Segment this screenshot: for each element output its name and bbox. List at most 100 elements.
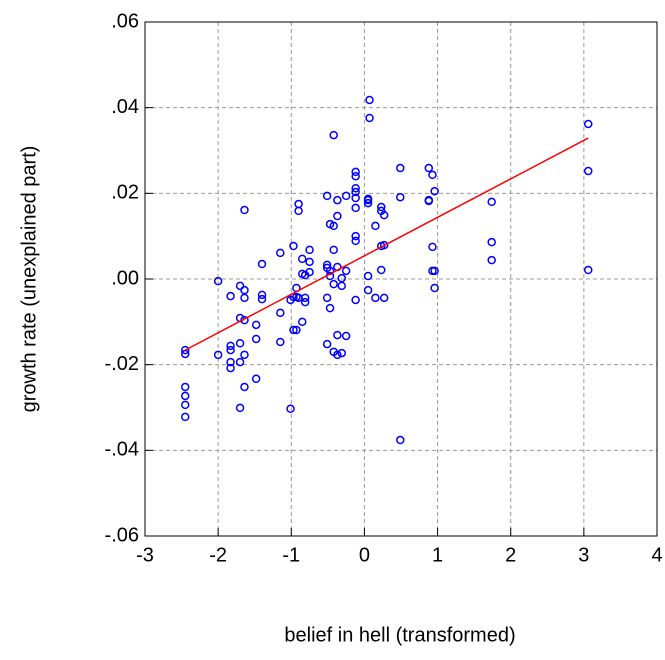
y-tick-label: -.04 [105, 439, 139, 461]
point [235, 339, 245, 348]
point [363, 285, 373, 295]
point [371, 293, 380, 303]
point [322, 293, 332, 303]
point [226, 291, 235, 301]
point [213, 276, 223, 286]
point [363, 271, 373, 281]
point [583, 119, 593, 129]
point [351, 187, 360, 197]
point [487, 237, 496, 247]
point [240, 350, 249, 360]
y-axis-label: growth rate (unexplained part) [18, 146, 40, 413]
point [298, 254, 307, 264]
point [240, 293, 249, 303]
fit-line [184, 137, 589, 351]
y-tick-label: .04 [111, 96, 139, 118]
point [235, 281, 245, 291]
point [379, 240, 389, 250]
point [180, 412, 190, 422]
point [351, 295, 360, 305]
point [289, 325, 298, 335]
point [365, 95, 374, 105]
point [424, 196, 434, 206]
point [276, 248, 285, 258]
x-tick-label: -3 [136, 544, 154, 566]
point [286, 404, 295, 414]
point [292, 325, 301, 335]
point [226, 363, 235, 373]
point [294, 199, 303, 209]
point [180, 400, 190, 410]
point [396, 163, 405, 173]
point [424, 163, 434, 173]
point [305, 257, 314, 267]
x-tick-label: 2 [505, 544, 516, 566]
point [276, 308, 285, 318]
point [305, 245, 314, 255]
point [329, 221, 338, 231]
x-tick-label: 1 [432, 544, 443, 566]
point [428, 170, 437, 180]
point [371, 221, 380, 231]
point [226, 345, 235, 355]
point [379, 293, 389, 303]
point [325, 303, 335, 313]
point [298, 317, 307, 327]
point [487, 255, 496, 265]
point [337, 348, 347, 358]
point [583, 166, 593, 176]
y-tick-label: .02 [111, 182, 139, 204]
point [430, 186, 439, 196]
point [329, 279, 338, 289]
point [240, 285, 249, 295]
x-tick-label: 3 [578, 544, 589, 566]
point [257, 294, 267, 304]
point [305, 267, 314, 277]
point [251, 320, 261, 330]
point [341, 266, 351, 276]
point [257, 259, 267, 269]
x-tick-label: 0 [359, 544, 370, 566]
point [351, 203, 360, 213]
point [235, 403, 245, 413]
point [322, 339, 332, 349]
point [333, 211, 342, 221]
point [396, 192, 405, 202]
x-tick-label: 4 [651, 544, 662, 566]
point [428, 242, 437, 252]
point [276, 337, 285, 347]
point [430, 283, 439, 293]
point [180, 349, 190, 359]
point [180, 382, 190, 392]
point [583, 265, 593, 275]
point [396, 435, 405, 445]
x-tick-label: -1 [282, 544, 300, 566]
point [337, 273, 347, 283]
point [351, 171, 360, 181]
point [351, 231, 360, 241]
point [257, 290, 267, 300]
point [363, 195, 373, 205]
point [379, 210, 389, 220]
y-tick-label: .06 [111, 10, 139, 32]
y-tick-label: -.02 [105, 353, 139, 375]
y-tick-label: -.06 [105, 524, 139, 546]
point [329, 245, 338, 255]
point [300, 297, 310, 307]
point [251, 334, 261, 344]
point [180, 345, 190, 355]
point [251, 374, 261, 384]
point [363, 198, 373, 208]
point [294, 206, 303, 216]
point [377, 202, 386, 212]
x-axis-label: belief in hell (transformed) [284, 624, 515, 646]
point [341, 191, 351, 201]
point [333, 330, 342, 340]
plot-frame [144, 21, 658, 537]
point [341, 331, 351, 341]
point [351, 183, 360, 193]
point [333, 195, 342, 205]
point [377, 265, 386, 275]
